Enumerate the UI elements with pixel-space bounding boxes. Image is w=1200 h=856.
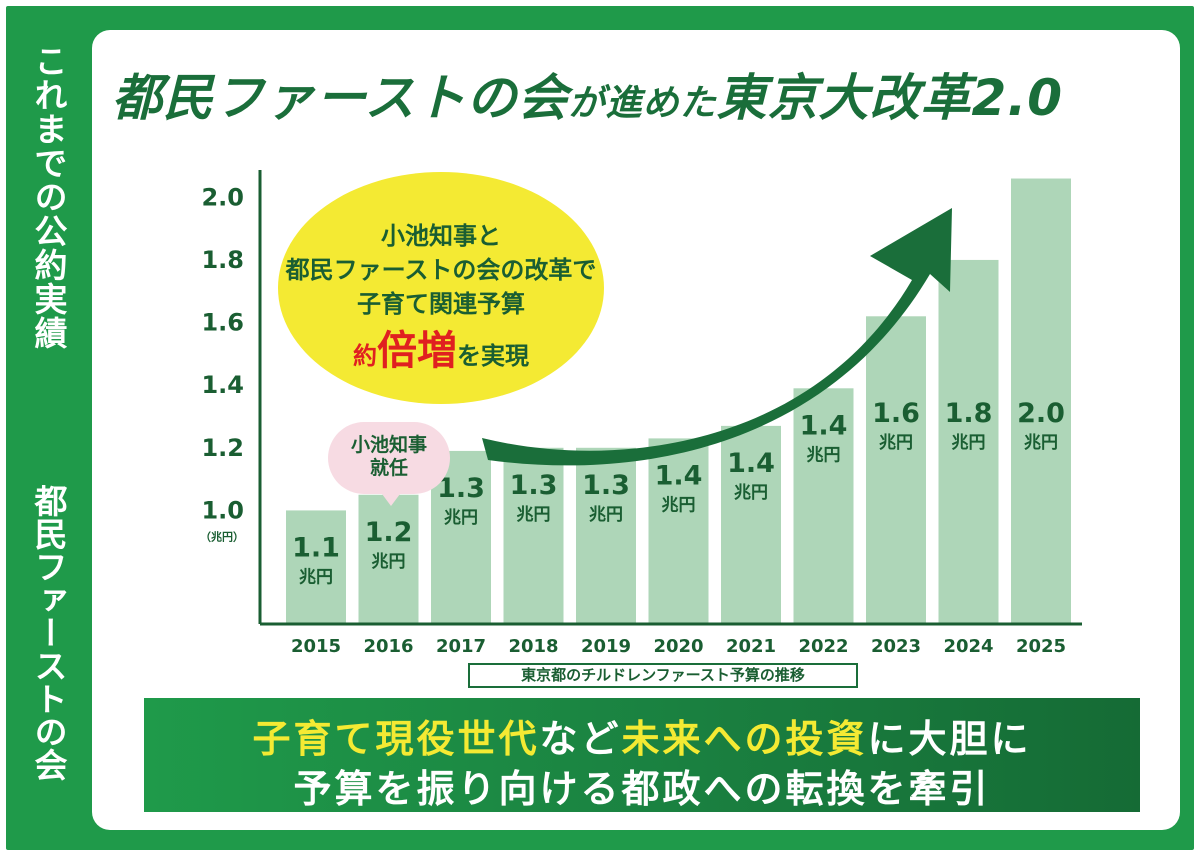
- x-tick-2021: 2021: [726, 636, 776, 657]
- bar-2019: [576, 447, 636, 624]
- summary-banner: 子育て現役世代など未来への投資に大胆に 予算を振り向ける都政への転換を牽引: [144, 698, 1140, 812]
- bar-unit-label: 兆円: [444, 508, 478, 528]
- callout-achieved: を実現: [457, 342, 529, 370]
- x-tick-2019: 2019: [581, 636, 631, 657]
- y-tick-label: 1.6: [201, 309, 244, 337]
- bar-2020: [648, 438, 709, 624]
- x-tick-2020: 2020: [653, 636, 703, 657]
- banner-row1: 子育て現役世代など未来への投資に大胆に: [144, 708, 1140, 763]
- bar-unit-label: 兆円: [879, 433, 913, 453]
- bar-2016: [358, 494, 419, 624]
- y-tick-label: 1.4: [201, 371, 244, 399]
- bar-value-label: 1.4: [655, 460, 703, 491]
- bar-value-label: 1.2: [365, 517, 413, 548]
- callout-ellipse: 小池知事と 都民ファーストの会の改革で 子育て関連予算 約倍増を実現: [278, 172, 604, 404]
- x-tick-2015: 2015: [291, 636, 341, 657]
- y-tick-label: 1.0: [201, 496, 244, 524]
- y-unit-label: （兆円）: [200, 529, 244, 543]
- inauguration-bubble: 小池知事 就任: [328, 422, 450, 494]
- callout-line4: 約倍増を実現: [278, 318, 604, 376]
- bar-value-label: 1.3: [437, 473, 485, 504]
- chart-caption: 東京都のチルドレンファースト予算の推移: [468, 663, 858, 688]
- callout-line3: 子育て関連予算: [357, 290, 525, 318]
- title-reform: 東京大改革2.0: [716, 69, 1064, 127]
- title-party: 都民ファーストの会: [112, 69, 569, 127]
- title-mid: が進めた: [568, 83, 717, 124]
- side-label-pledges: これまでの公約実績: [29, 44, 68, 350]
- bubble-line1: 小池知事: [350, 434, 427, 456]
- x-tick-2017: 2017: [436, 636, 486, 657]
- bar-unit-label: 兆円: [807, 445, 841, 465]
- bar-unit-label: 兆円: [517, 505, 551, 525]
- callout-line2: 都民ファーストの会の改革で: [285, 256, 597, 284]
- x-tick-2022: 2022: [798, 636, 848, 657]
- bar-unit-label: 兆円: [372, 552, 406, 572]
- bar-value-label: 1.4: [727, 448, 775, 479]
- bubble-line2: 就任: [369, 457, 408, 479]
- x-tick-2024: 2024: [943, 636, 993, 657]
- bar-2023: [866, 316, 926, 624]
- bar-unit-label: 兆円: [734, 483, 768, 503]
- content-panel: 都民ファーストの会が進めた東京大改革2.0 1.1 兆円 1.2 兆円 1.3 兆円 1.3…: [92, 30, 1180, 830]
- banner-text-2: に大胆に: [867, 717, 1032, 761]
- x-tick-2018: 2018: [508, 636, 558, 657]
- bar-unit-label: 兆円: [952, 433, 986, 453]
- bar-2022: [793, 388, 854, 624]
- y-tick-label: 2.0: [201, 183, 244, 211]
- bar-unit-label: 兆円: [1024, 433, 1058, 453]
- bar-unit-label: 兆円: [589, 505, 623, 525]
- bar-value-label: 1.6: [872, 398, 920, 429]
- x-tick-2016: 2016: [363, 636, 413, 657]
- banner-text-1: など: [539, 717, 622, 761]
- budget-bar-chart: 1.1 兆円 1.2 兆円 1.3 兆円 1.3 兆円 1.3 兆円 1.4 兆円 1.4 兆円 1.4 兆円…: [200, 170, 1082, 657]
- bar-unit-label: 兆円: [299, 567, 333, 587]
- bar-value-label: 1.1: [292, 532, 340, 563]
- bubble-tail: [379, 490, 403, 506]
- bar-value-label: 2.0: [1017, 398, 1065, 429]
- bar-unit-label: 兆円: [662, 495, 696, 515]
- bar-2021: [721, 425, 781, 624]
- bar-2025: [1011, 178, 1071, 624]
- callout-approx: 約: [353, 342, 377, 370]
- bar-value-label: 1.3: [510, 470, 558, 501]
- callout-line1: 小池知事と: [381, 222, 501, 250]
- bar-value-label: 1.3: [582, 470, 630, 501]
- bar-2018: [503, 447, 564, 624]
- bar-value-label: 1.8: [945, 398, 993, 429]
- banner-highlight-2: 未来への投資: [621, 717, 868, 761]
- side-label-party: 都民ファーストの会: [29, 484, 68, 781]
- bar-value-label: 1.4: [800, 410, 848, 441]
- y-tick-label: 1.2: [201, 434, 244, 462]
- bar-2015: [286, 510, 346, 624]
- callout-doubled: 倍増: [377, 328, 457, 374]
- x-tick-2025: 2025: [1016, 636, 1066, 657]
- bar-2024: [938, 259, 999, 624]
- y-tick-label: 1.8: [201, 246, 244, 274]
- banner-highlight-1: 子育て現役世代: [252, 717, 540, 761]
- banner-row2: 予算を振り向ける都政への転換を牽引: [293, 767, 991, 811]
- x-tick-2023: 2023: [871, 636, 921, 657]
- page-title: 都民ファーストの会が進めた東京大改革2.0: [112, 58, 1162, 130]
